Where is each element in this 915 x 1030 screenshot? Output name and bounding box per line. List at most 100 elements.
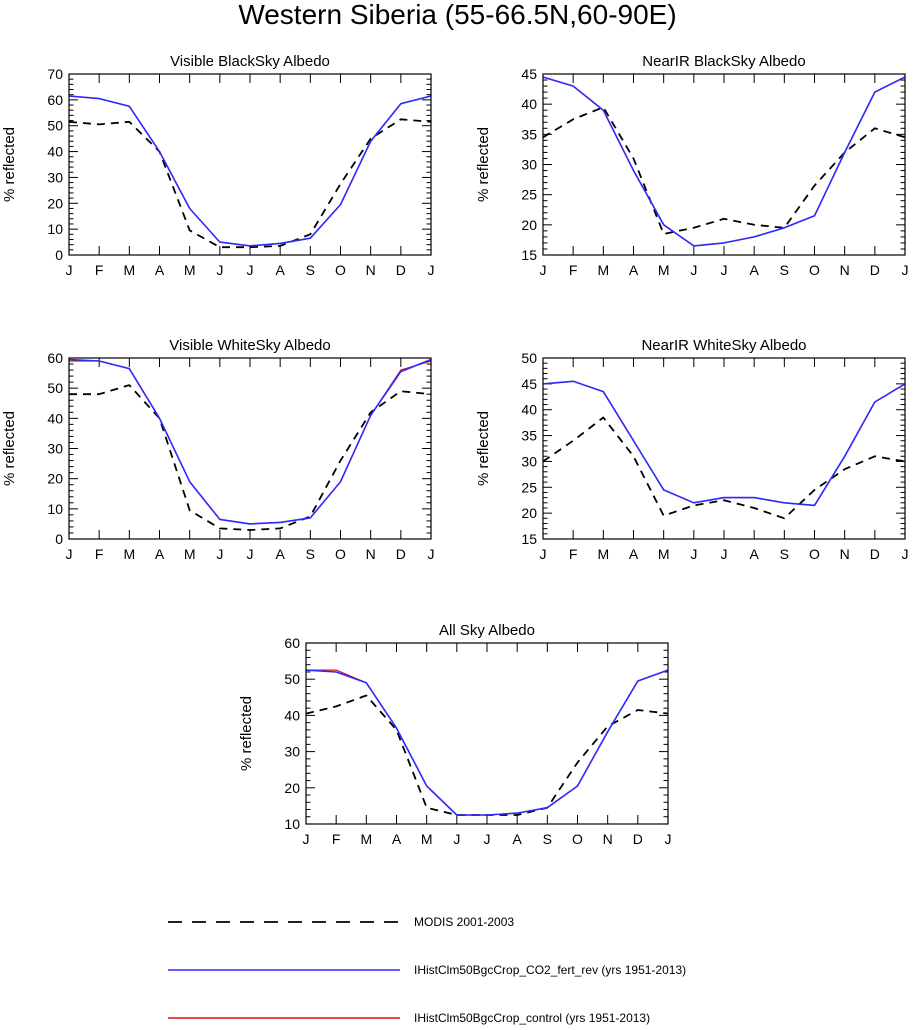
y-tick-label: 30	[521, 453, 537, 469]
x-tick-label: A	[629, 546, 639, 562]
y-tick-label: 20	[521, 217, 537, 233]
chart-title: NearIR WhiteSky Albedo	[641, 337, 806, 354]
series-line-modis	[68, 118, 432, 249]
x-tick-label: N	[840, 262, 850, 278]
y-tick-label: 60	[47, 92, 63, 108]
y-tick-label: 50	[284, 671, 300, 687]
x-tick-label: M	[123, 262, 135, 278]
x-tick-label: J	[902, 546, 909, 562]
legend-label-modis: MODIS 2001-2003	[414, 915, 514, 929]
x-tick-label: M	[123, 546, 135, 562]
chart-panel-1: Visible BlackSky Albedo % reflected J F M A M J…	[1, 53, 435, 278]
x-tick-label: M	[658, 262, 670, 278]
y-tick-label: 15	[521, 247, 537, 263]
chart-title: NearIR BlackSky Albedo	[642, 53, 805, 70]
y-tick-label: 40	[47, 410, 63, 426]
series-line-modis	[542, 106, 906, 235]
legend-item-control: IHistClm50BgcCrop_control (yrs 1951-2013…	[168, 1011, 650, 1025]
x-tick-label: A	[749, 262, 759, 278]
legend-label-control: IHistClm50BgcCrop_control (yrs 1951-2013…	[414, 1011, 650, 1025]
y-tick-label: 25	[521, 187, 537, 203]
y-tick-label: 70	[47, 66, 63, 82]
x-tick-label: J	[66, 546, 73, 562]
x-tick-label: J	[453, 831, 460, 847]
x-tick-label: N	[366, 262, 376, 278]
x-tick-label: O	[335, 262, 346, 278]
x-tick-label: J	[216, 262, 223, 278]
y-tick-label: 60	[284, 635, 300, 651]
y-tick-label: 20	[47, 195, 63, 211]
y-tick-label: 10	[47, 221, 63, 237]
legend-item-co2-fert: IHistClm50BgcCrop_CO2_fert_rev (yrs 1951…	[168, 963, 686, 977]
x-tick-label: A	[749, 546, 759, 562]
x-tick-label: A	[275, 262, 285, 278]
x-tick-label: O	[809, 262, 820, 278]
x-tick-label: J	[303, 831, 310, 847]
chart-title: Visible WhiteSky Albedo	[169, 337, 330, 354]
x-tick-label: D	[870, 262, 880, 278]
y-tick-label: 50	[47, 380, 63, 396]
x-tick-label: J	[721, 262, 728, 278]
x-tick-label: S	[543, 831, 552, 847]
y-tick-label: 30	[47, 441, 63, 457]
x-tick-label: O	[809, 546, 820, 562]
y-tick-label: 30	[521, 157, 537, 173]
x-tick-label: F	[569, 262, 578, 278]
chart-title: Visible BlackSky Albedo	[170, 53, 330, 70]
x-tick-label: M	[421, 831, 433, 847]
y-tick-label: 60	[47, 350, 63, 366]
x-tick-label: N	[603, 831, 613, 847]
y-tick-label: 20	[284, 780, 300, 796]
y-tick-label: 25	[521, 479, 537, 495]
x-tick-label: J	[247, 546, 254, 562]
plot-frame	[68, 73, 432, 256]
series-line-co2	[305, 669, 669, 816]
x-tick-label: M	[360, 831, 372, 847]
x-tick-label: J	[484, 831, 491, 847]
x-tick-label: J	[216, 546, 223, 562]
plot-frame	[305, 642, 669, 825]
x-tick-label: O	[572, 831, 583, 847]
plot-frame	[542, 73, 906, 256]
x-tick-label: O	[335, 546, 346, 562]
series-line-co2	[542, 380, 906, 507]
y-tick-label: 50	[521, 350, 537, 366]
y-tick-label: 35	[521, 126, 537, 142]
chart-panel-2: NearIR BlackSky Albedo % reflected J F M A M J J…	[475, 53, 909, 278]
x-tick-label: M	[184, 546, 196, 562]
x-tick-label: M	[597, 262, 609, 278]
x-tick-label: J	[690, 546, 697, 562]
x-tick-label: J	[690, 262, 697, 278]
x-tick-label: M	[597, 546, 609, 562]
x-tick-label: A	[629, 262, 639, 278]
x-tick-label: S	[780, 262, 789, 278]
x-tick-label: M	[184, 262, 196, 278]
y-tick-label: 20	[521, 505, 537, 521]
y-tick-label: 40	[284, 707, 300, 723]
x-tick-label: A	[155, 546, 165, 562]
y-tick-label: 50	[47, 118, 63, 134]
x-tick-label: N	[840, 546, 850, 562]
y-tick-label: 30	[284, 744, 300, 760]
x-tick-label: F	[95, 546, 104, 562]
x-tick-label: D	[633, 831, 643, 847]
x-tick-label: J	[66, 262, 73, 278]
x-tick-label: S	[306, 546, 315, 562]
x-tick-label: A	[512, 831, 522, 847]
y-tick-label: 0	[55, 247, 63, 263]
y-tick-label: 15	[521, 531, 537, 547]
x-tick-label: D	[396, 262, 406, 278]
series-line-co2	[68, 95, 432, 247]
y-tick-label: 40	[521, 96, 537, 112]
legend-label-co2-fert: IHistClm50BgcCrop_CO2_fert_rev (yrs 1951…	[414, 963, 686, 977]
y-tick-label: 35	[521, 428, 537, 444]
y-axis-label: % reflected	[475, 411, 492, 486]
y-tick-label: 10	[47, 501, 63, 517]
y-axis-label: % reflected	[1, 411, 18, 486]
series-line-control	[542, 380, 906, 506]
y-axis-label: % reflected	[238, 696, 255, 771]
x-tick-label: D	[870, 546, 880, 562]
y-tick-label: 45	[521, 66, 537, 82]
